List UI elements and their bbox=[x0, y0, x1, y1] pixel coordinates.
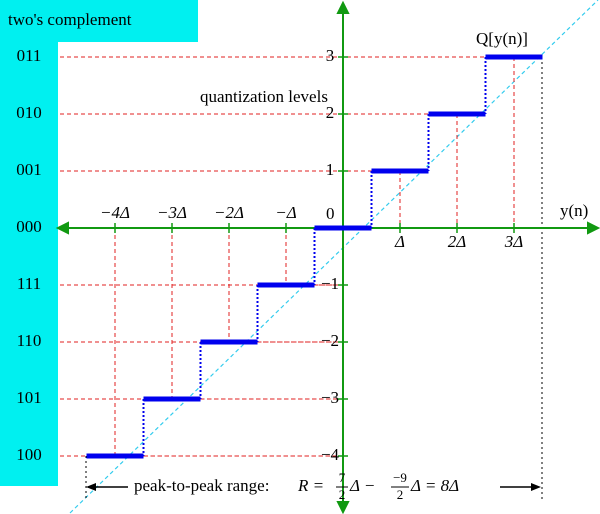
arrow bbox=[531, 483, 541, 491]
arrow bbox=[55, 221, 69, 235]
x-tick-label: −4Δ bbox=[100, 203, 130, 222]
code-column bbox=[0, 0, 58, 486]
x-tick-label: −3Δ bbox=[157, 203, 187, 222]
range-mid: Δ − bbox=[349, 476, 375, 495]
code-label: 001 bbox=[16, 160, 42, 179]
code-label: 011 bbox=[17, 46, 42, 65]
x-tick-label: −Δ bbox=[275, 203, 296, 222]
input-label: y(n) bbox=[560, 201, 588, 220]
arrow bbox=[587, 221, 600, 235]
arrow bbox=[336, 0, 350, 14]
fraction-den: 2 bbox=[397, 487, 404, 502]
y-tick-label: 3 bbox=[326, 46, 335, 65]
x-tick-label: 3Δ bbox=[504, 232, 524, 251]
levels-label: quantization levels bbox=[200, 87, 328, 106]
title: two's complement bbox=[8, 10, 132, 29]
y-tick-label: −1 bbox=[321, 274, 339, 293]
y-tick-label: −2 bbox=[321, 331, 339, 350]
fraction-num: 7 bbox=[339, 470, 346, 485]
code-label: 010 bbox=[16, 103, 42, 122]
x-tick-label: Δ bbox=[394, 232, 405, 251]
range-r: R = bbox=[297, 476, 324, 495]
range-label: peak-to-peak range: bbox=[134, 476, 269, 495]
range-end: Δ = 8Δ bbox=[410, 476, 459, 495]
code-label: 111 bbox=[17, 274, 41, 293]
y-tick-label: 1 bbox=[326, 160, 335, 179]
x-tick-label: −2Δ bbox=[214, 203, 244, 222]
x-tick-label: 2Δ bbox=[448, 232, 467, 251]
code-label: 101 bbox=[16, 388, 42, 407]
y-tick-label: −3 bbox=[321, 388, 339, 407]
y-tick-label: −4 bbox=[321, 445, 340, 464]
output-label: Q[y(n)] bbox=[476, 29, 528, 48]
fraction-num: −9 bbox=[393, 470, 407, 485]
code-label: 000 bbox=[16, 217, 42, 236]
diagonal bbox=[69, 0, 599, 514]
origin-label: 0 bbox=[326, 204, 335, 223]
code-label: 110 bbox=[17, 331, 42, 350]
arrow bbox=[86, 483, 96, 491]
fraction-den: 2 bbox=[339, 487, 346, 502]
arrow bbox=[336, 501, 350, 514]
code-label: 100 bbox=[16, 445, 42, 464]
y-tick-label: 2 bbox=[326, 103, 335, 122]
